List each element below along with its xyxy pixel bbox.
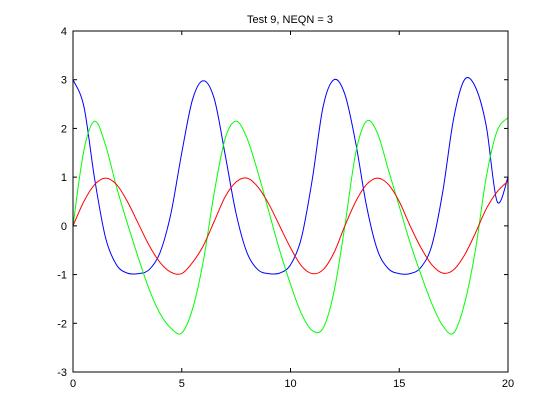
x-tick-label: 15 <box>393 378 405 390</box>
series-line-2 <box>72 117 509 335</box>
y-tick-label: -1 <box>57 270 67 282</box>
series-line-1 <box>72 77 509 275</box>
y-tick-label: 4 <box>61 26 67 38</box>
y-tick-label: -2 <box>57 318 67 330</box>
y-tick-label: -3 <box>57 367 67 379</box>
y-tick-label: 1 <box>61 172 67 184</box>
series-line-3 <box>72 177 509 275</box>
y-tick-label: 2 <box>61 123 67 135</box>
x-tick-label: 5 <box>179 378 185 390</box>
x-tick-label: 0 <box>70 378 76 390</box>
x-axis: 0 5 10 15 20 <box>70 31 514 390</box>
plot-area-background <box>73 31 508 372</box>
x-tick-label: 20 <box>502 378 514 390</box>
y-axis: -3 -2 -1 0 1 2 3 4 <box>57 26 508 379</box>
chart-title: Test 9, NEQN = 3 <box>247 14 333 26</box>
series-layer <box>72 77 509 335</box>
y-tick-label: 3 <box>61 75 67 87</box>
x-tick-label: 10 <box>284 378 296 390</box>
y-tick-label: 0 <box>61 221 67 233</box>
